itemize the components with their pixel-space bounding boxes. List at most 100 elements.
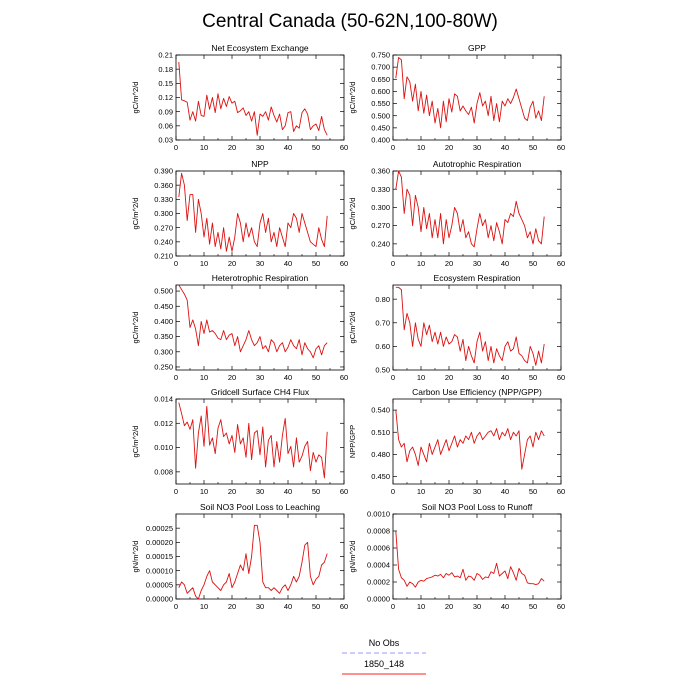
x-tick-label: 60 <box>557 602 565 611</box>
x-tick-label: 0 <box>391 602 395 611</box>
x-tick-label: 0 <box>174 259 178 268</box>
x-tick-label: 20 <box>445 373 453 382</box>
y-tick-label: 0.480 <box>371 450 390 459</box>
y-tick-label: 0.500 <box>371 111 390 120</box>
y-axis-label: gN/m^2/d <box>131 541 140 573</box>
x-tick-label: 0 <box>174 143 178 152</box>
x-tick-label: 0 <box>391 143 395 152</box>
y-tick-label: 0.450 <box>371 123 390 132</box>
x-tick-label: 20 <box>228 259 236 268</box>
x-tick-label: 30 <box>473 373 481 382</box>
y-axis-label: gC/m^2/d <box>131 198 140 230</box>
y-tick-label: 0.270 <box>154 223 173 232</box>
y-tick-label: 0.09 <box>158 107 173 116</box>
x-tick-label: 0 <box>174 373 178 382</box>
y-tick-label: 0.50 <box>375 366 390 375</box>
panel-gridcell-surface-ch4-flux: Gridcell Surface CH4 Flux 0 10 20 30 40 50 60 0.… <box>131 387 348 496</box>
x-tick-label: 40 <box>284 259 292 268</box>
plot-frame <box>392 284 562 371</box>
y-tick-label: 0.450 <box>154 302 173 311</box>
plot-frame <box>175 54 345 141</box>
y-tick-label: 0.700 <box>371 63 390 72</box>
y-axis-label: NPP/GPP <box>348 425 357 458</box>
x-tick-label: 10 <box>417 487 425 496</box>
y-axis-label: gC/m^2/d <box>131 82 140 114</box>
x-tick-label: 60 <box>557 487 565 496</box>
panel-title: GPP <box>468 43 486 53</box>
x-tick-label: 50 <box>312 373 320 382</box>
y-tick-label: 0.18 <box>158 65 173 74</box>
x-tick-label: 50 <box>529 373 537 382</box>
y-tick-label: 0.450 <box>371 472 390 481</box>
x-tick-label: 20 <box>445 487 453 496</box>
y-tick-label: 0.500 <box>154 287 173 296</box>
y-tick-label: 0.00005 <box>146 580 173 589</box>
y-tick-label: 0.330 <box>371 185 390 194</box>
series-line-gpp <box>395 56 545 129</box>
y-tick-label: 0.240 <box>371 239 390 248</box>
x-tick-label: 50 <box>529 487 537 496</box>
panel-heterotrophic-respiration: Heterotrophic Respiration 0 10 20 30 40 50 60 0.… <box>131 273 348 382</box>
x-tick-label: 50 <box>312 259 320 268</box>
series-line-npp <box>178 172 328 252</box>
x-tick-label: 10 <box>417 373 425 382</box>
y-tick-label: 0.0006 <box>367 544 390 553</box>
panel-net-ecosystem-exchange: Net Ecosystem Exchange 0 10 20 30 40 50 60 0.03 0… <box>131 43 348 152</box>
series-line-soil-no3-pool-loss-to-runoff <box>395 530 545 588</box>
x-tick-label: 50 <box>312 487 320 496</box>
y-tick-label: 0.0002 <box>367 578 390 587</box>
x-tick-label: 10 <box>417 602 425 611</box>
x-tick-label: 20 <box>445 143 453 152</box>
x-tick-label: 10 <box>200 487 208 496</box>
y-axis-label: gC/m^2/d <box>348 312 357 344</box>
plot-frame <box>392 54 562 141</box>
x-tick-label: 60 <box>340 259 348 268</box>
y-tick-label: 0.21 <box>158 51 173 60</box>
y-axis-label: gC/m^2/d <box>131 312 140 344</box>
y-tick-label: 0.0008 <box>367 527 390 536</box>
y-axis-label: gN/m^2/d <box>348 541 357 573</box>
y-tick-label: 0.210 <box>154 252 173 261</box>
x-tick-label: 20 <box>445 602 453 611</box>
x-tick-label: 60 <box>557 143 565 152</box>
x-tick-label: 0 <box>391 373 395 382</box>
x-tick-label: 10 <box>200 259 208 268</box>
x-tick-label: 0 <box>391 487 395 496</box>
legend-label-no-obs: No Obs <box>369 638 400 648</box>
y-tick-label: 0.0010 <box>367 510 390 519</box>
y-axis-label: gC/m^2/d <box>348 198 357 230</box>
x-tick-label: 50 <box>529 143 537 152</box>
y-tick-label: 0.600 <box>371 87 390 96</box>
panel-title: Heterotrophic Respiration <box>212 273 309 283</box>
panel-title: NPP <box>251 159 269 169</box>
x-tick-label: 10 <box>200 602 208 611</box>
legend: No Obs 1850_148 <box>342 638 426 675</box>
x-tick-label: 40 <box>501 373 509 382</box>
series-line-soil-no3-pool-loss-to-leaching <box>178 524 328 600</box>
x-tick-label: 30 <box>256 143 264 152</box>
y-tick-label: 0.0000 <box>367 595 390 604</box>
x-tick-label: 30 <box>256 373 264 382</box>
plot-frame <box>175 284 345 371</box>
x-tick-label: 30 <box>473 487 481 496</box>
x-tick-label: 30 <box>256 487 264 496</box>
panel-title: Carbon Use Efficiency (NPP/GPP) <box>412 387 542 397</box>
x-tick-label: 30 <box>256 602 264 611</box>
y-tick-label: 0.80 <box>375 295 390 304</box>
x-tick-label: 10 <box>200 373 208 382</box>
y-tick-label: 0.330 <box>154 195 173 204</box>
x-tick-label: 40 <box>501 602 509 611</box>
x-tick-label: 40 <box>284 143 292 152</box>
y-tick-label: 0.008 <box>154 467 173 476</box>
figure-title: Central Canada (50-62N,100-80W) <box>202 11 498 32</box>
y-tick-label: 0.00025 <box>146 524 173 533</box>
x-tick-label: 50 <box>529 602 537 611</box>
panel-soil-no3-pool-loss-to-leaching: Soil NO3 Pool Loss to Leaching 0 10 20 30 40 5… <box>131 502 348 611</box>
y-tick-label: 0.300 <box>371 203 390 212</box>
y-tick-label: 0.240 <box>154 237 173 246</box>
panel-title: Ecosystem Respiration <box>434 273 521 283</box>
plot-frame <box>175 398 345 485</box>
y-tick-label: 0.15 <box>158 79 173 88</box>
y-tick-label: 0.360 <box>154 181 173 190</box>
